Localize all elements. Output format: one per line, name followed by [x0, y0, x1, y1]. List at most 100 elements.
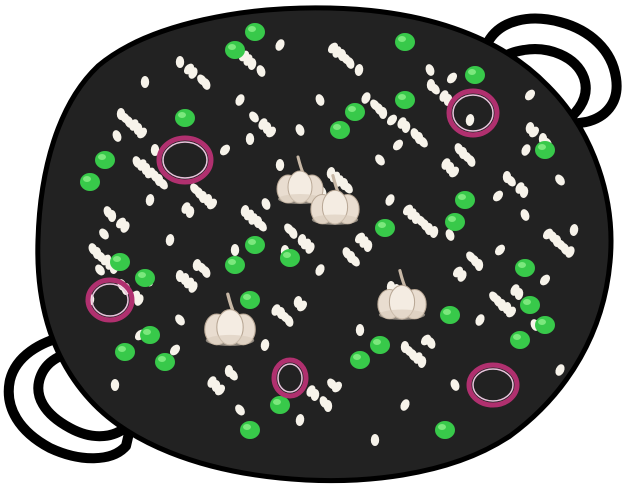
pea[interactable]: [110, 253, 130, 271]
rice-grain: [295, 124, 305, 136]
rice-grain: [361, 92, 371, 104]
rice-grain: [169, 344, 181, 356]
pea[interactable]: [155, 353, 175, 371]
red-onion-ring[interactable]: [156, 135, 214, 185]
pea[interactable]: [510, 331, 530, 349]
pea[interactable]: [435, 421, 455, 439]
garlic-bulb[interactable]: [310, 174, 360, 225]
rice-grain: [386, 114, 398, 126]
pea[interactable]: [370, 336, 390, 354]
onion-layer: [85, 88, 520, 408]
rice-grain: [129, 119, 139, 131]
rice-grain: [397, 117, 407, 129]
red-onion-ring[interactable]: [271, 357, 309, 399]
rice-grain: [510, 284, 520, 296]
rice-grain: [110, 379, 120, 391]
rice-grain: [337, 49, 347, 61]
garlic-bulb[interactable]: [204, 292, 256, 346]
pea[interactable]: [240, 421, 260, 439]
pea[interactable]: [245, 23, 265, 41]
rice-grain: [466, 251, 476, 263]
rice-grain: [402, 204, 414, 216]
rice-grain: [548, 231, 558, 243]
pea[interactable]: [535, 141, 555, 159]
rice-grain: [276, 307, 286, 319]
pea[interactable]: [520, 296, 540, 314]
pea[interactable]: [270, 396, 290, 414]
rice-grain: [260, 339, 270, 351]
rice-grain: [261, 198, 271, 210]
pea[interactable]: [395, 33, 415, 51]
rice-grain: [116, 108, 126, 120]
rice-grain: [400, 341, 410, 353]
rice-grain: [207, 376, 217, 388]
rice-grain: [249, 111, 259, 123]
pea[interactable]: [225, 256, 245, 274]
rice-grain: [354, 232, 366, 244]
rice-grain: [400, 399, 410, 411]
pea[interactable]: [115, 343, 135, 361]
red-onion-ring[interactable]: [85, 277, 135, 323]
pea[interactable]: [140, 326, 160, 344]
pea[interactable]: [135, 269, 155, 287]
rice-grain: [502, 171, 512, 183]
rice-grain: [275, 39, 285, 51]
rice-grain: [245, 133, 255, 145]
pea[interactable]: [330, 121, 350, 139]
rice-grain: [175, 314, 185, 326]
red-onion-ring[interactable]: [446, 88, 500, 138]
pea[interactable]: [515, 259, 535, 277]
pea[interactable]: [375, 219, 395, 237]
rice-grain: [565, 246, 575, 258]
right-handle[interactable]: [483, 13, 622, 131]
rice-grain: [454, 143, 464, 155]
left-handle[interactable]: [3, 331, 137, 464]
rice-grain: [569, 224, 579, 236]
pea[interactable]: [345, 103, 365, 121]
rice-grain: [137, 159, 147, 171]
rice-grain: [370, 99, 380, 111]
pea[interactable]: [95, 151, 115, 169]
rice-grain: [235, 94, 245, 106]
rice-grain: [203, 194, 213, 206]
pea[interactable]: [225, 41, 245, 59]
rice-grain: [197, 262, 207, 274]
pea[interactable]: [245, 236, 265, 254]
rice-grain: [410, 128, 420, 140]
rice-grain: [230, 244, 240, 256]
rice-grain: [515, 182, 525, 194]
garlic-bulb[interactable]: [377, 269, 427, 320]
rice-grain: [524, 89, 536, 101]
pea[interactable]: [350, 351, 370, 369]
pea[interactable]: [395, 91, 415, 109]
pea[interactable]: [465, 66, 485, 84]
pea-layer: [80, 23, 555, 439]
pea[interactable]: [240, 291, 260, 309]
rice-grain: [555, 364, 565, 376]
rice-grain: [502, 302, 512, 314]
rice-grain: [115, 217, 127, 229]
pea[interactable]: [280, 249, 300, 267]
rice-grain: [258, 118, 268, 130]
rice-grain: [95, 264, 105, 276]
pea[interactable]: [80, 173, 100, 191]
pea[interactable]: [455, 191, 475, 209]
rice-grain: [331, 381, 343, 393]
rice-grain: [256, 65, 266, 77]
garlic-bulb[interactable]: [276, 155, 324, 204]
rice-grain: [492, 190, 504, 202]
rice-grain: [416, 215, 426, 227]
pea[interactable]: [175, 109, 195, 127]
pan-body[interactable]: [35, 5, 614, 484]
pea[interactable]: [440, 306, 460, 324]
rice-grain: [112, 130, 122, 142]
rice-grain: [175, 56, 185, 68]
rice-grain: [88, 243, 98, 255]
rice-grain: [342, 247, 352, 259]
rice-grain: [489, 291, 499, 303]
red-onion-ring[interactable]: [466, 362, 520, 408]
pea[interactable]: [535, 316, 555, 334]
rice-grain: [475, 314, 485, 326]
pea[interactable]: [445, 213, 465, 231]
